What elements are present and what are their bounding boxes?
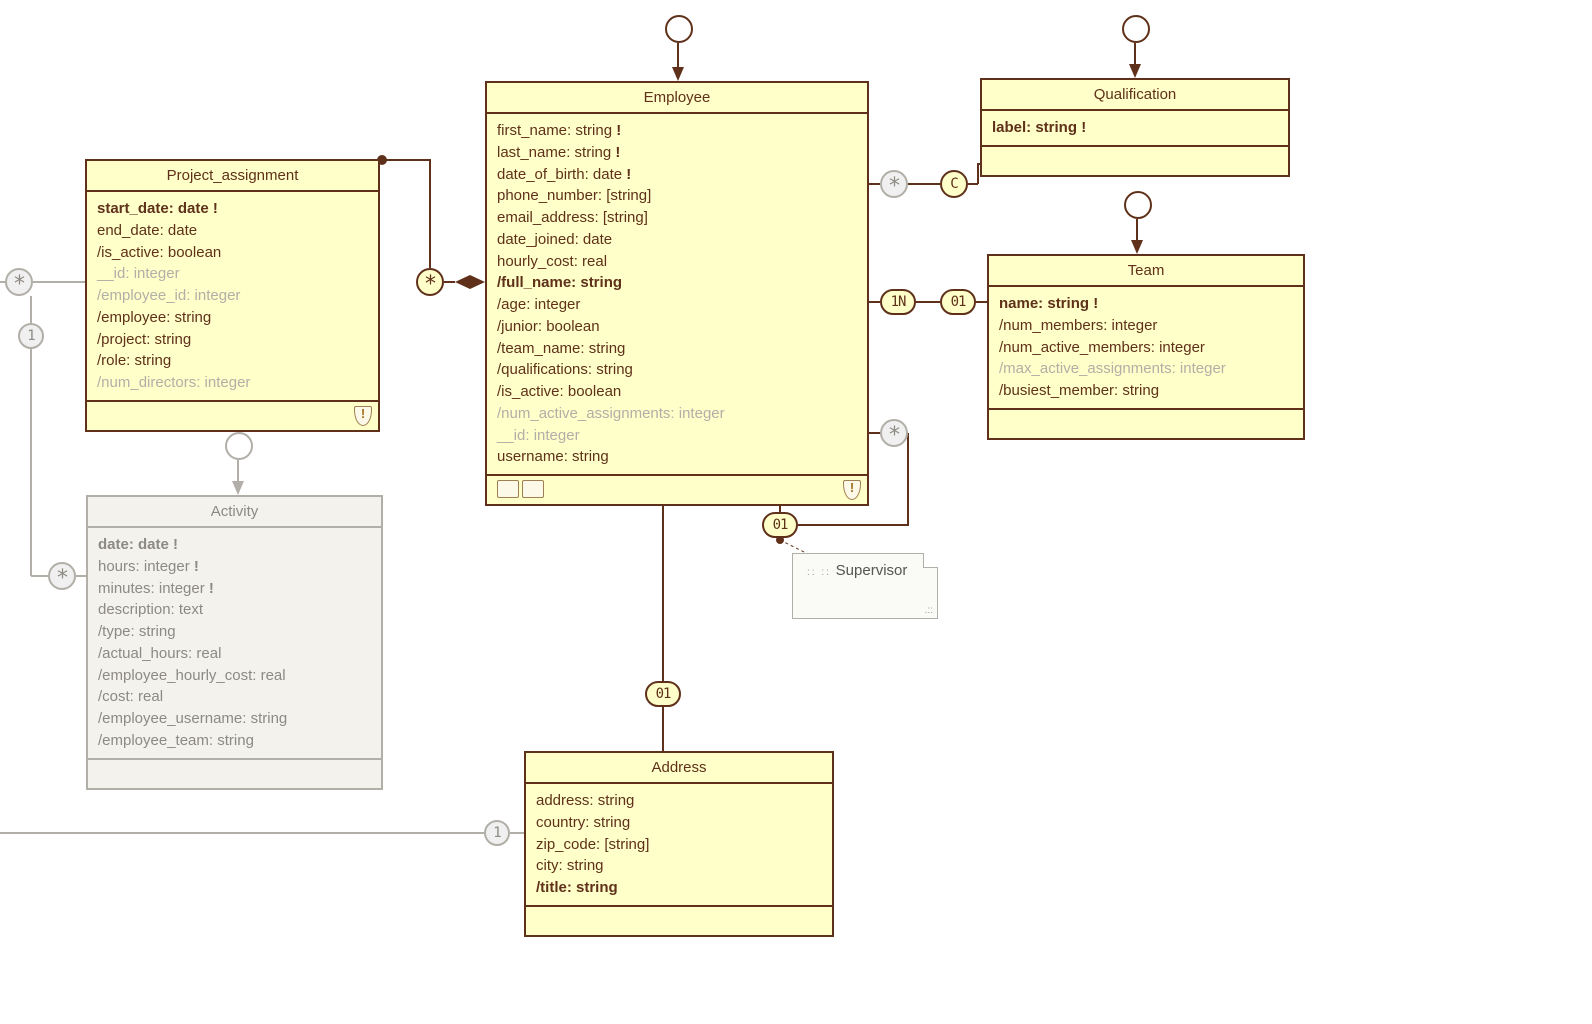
class-title: Qualification bbox=[982, 80, 1288, 111]
class-title: Employee bbox=[487, 83, 867, 114]
class-operations bbox=[982, 147, 1288, 175]
list-icon[interactable] bbox=[522, 480, 544, 498]
attribute: date: date ! bbox=[98, 534, 371, 556]
attribute: /max_active_assignments: integer bbox=[999, 358, 1293, 380]
class-team[interactable]: Teamname: string !/num_members: integer/… bbox=[987, 254, 1305, 440]
attribute: end_date: date bbox=[97, 220, 368, 242]
attribute: address: string bbox=[536, 790, 822, 812]
attribute: /project: string bbox=[97, 329, 368, 351]
attribute: /is_active: boolean bbox=[497, 381, 857, 403]
mult-emp-self-01: 01 bbox=[762, 512, 798, 538]
class-attributes: start_date: date !end_date: date/is_acti… bbox=[87, 192, 378, 402]
attribute: country: string bbox=[536, 812, 822, 834]
class-title: Team bbox=[989, 256, 1303, 287]
attribute: /employee_team: string bbox=[98, 730, 371, 752]
mult-emp-team-1n: 1N bbox=[880, 289, 916, 315]
class-operations bbox=[487, 476, 867, 504]
attribute: city: string bbox=[536, 855, 822, 877]
attribute: /junior: boolean bbox=[497, 316, 857, 338]
attribute: /title: string bbox=[536, 877, 822, 899]
mult-emp-team-01: 01 bbox=[940, 289, 976, 315]
attribute: /num_active_members: integer bbox=[999, 337, 1293, 359]
attribute: /num_directors: integer bbox=[97, 372, 368, 394]
class-attributes: label: string ! bbox=[982, 111, 1288, 147]
mult-emp-qual-star: * bbox=[880, 170, 908, 198]
note-supervisor[interactable]: :: :: Supervisor .:: bbox=[792, 553, 938, 619]
attribute: label: string ! bbox=[992, 117, 1278, 139]
class-operations bbox=[526, 907, 832, 935]
class-activity[interactable]: Activitydate: date !hours: integer !minu… bbox=[86, 495, 383, 790]
class-attributes: first_name: string !last_name: string !d… bbox=[487, 114, 867, 476]
home-icon[interactable] bbox=[497, 480, 519, 498]
attribute: /employee: string bbox=[97, 307, 368, 329]
attribute: last_name: string ! bbox=[497, 142, 857, 164]
class-attributes: date: date !hours: integer !minutes: int… bbox=[88, 528, 381, 760]
attribute: minutes: integer ! bbox=[98, 578, 371, 600]
attribute: /actual_hours: real bbox=[98, 643, 371, 665]
mult-pa-left-star: * bbox=[5, 268, 33, 296]
mult-pa-left-1: 1 bbox=[18, 323, 44, 349]
warning-shield-icon bbox=[843, 480, 861, 500]
activity-top-circle bbox=[225, 432, 253, 460]
attribute: /busiest_member: string bbox=[999, 380, 1293, 402]
qualification-top-circle bbox=[1122, 15, 1150, 43]
attribute: /cost: real bbox=[98, 686, 371, 708]
attribute: /role: string bbox=[97, 350, 368, 372]
attribute: /age: integer bbox=[497, 294, 857, 316]
attribute: email_address: [string] bbox=[497, 207, 857, 229]
attribute: hourly_cost: real bbox=[497, 251, 857, 273]
mult-emp-qual-c: C bbox=[940, 170, 968, 198]
class-project-assignment[interactable]: Project_assignmentstart_date: date !end_… bbox=[85, 159, 380, 432]
attribute: /employee_username: string bbox=[98, 708, 371, 730]
attribute: first_name: string ! bbox=[497, 120, 857, 142]
class-operations bbox=[88, 760, 381, 788]
attribute: hours: integer ! bbox=[98, 556, 371, 578]
mult-act-left-star: * bbox=[48, 562, 76, 590]
mult-pa-star: * bbox=[416, 268, 444, 296]
attribute: description: text bbox=[98, 599, 371, 621]
attribute: date_joined: date bbox=[497, 229, 857, 251]
attribute: __id: integer bbox=[497, 425, 857, 447]
attribute: zip_code: [string] bbox=[536, 834, 822, 856]
employee-top-circle bbox=[665, 15, 693, 43]
attribute: /team_name: string bbox=[497, 338, 857, 360]
class-operations bbox=[989, 410, 1303, 438]
attribute: /num_members: integer bbox=[999, 315, 1293, 337]
attribute: username: string bbox=[497, 446, 857, 468]
class-operations bbox=[87, 402, 378, 430]
attribute: /num_active_assignments: integer bbox=[497, 403, 857, 425]
class-address[interactable]: Addressaddress: stringcountry: stringzip… bbox=[524, 751, 834, 937]
attribute: __id: integer bbox=[97, 263, 368, 285]
mult-addr-01: 01 bbox=[645, 681, 681, 707]
attribute: /is_active: boolean bbox=[97, 242, 368, 264]
mult-addr-left-1: 1 bbox=[484, 820, 510, 846]
class-employee[interactable]: Employeefirst_name: string !last_name: s… bbox=[485, 81, 869, 506]
attribute: name: string ! bbox=[999, 293, 1293, 315]
class-qualification[interactable]: Qualification label: string ! bbox=[980, 78, 1290, 177]
attribute: start_date: date ! bbox=[97, 198, 368, 220]
attribute: /type: string bbox=[98, 621, 371, 643]
attribute: /employee_hourly_cost: real bbox=[98, 665, 371, 687]
class-attributes: name: string !/num_members: integer/num_… bbox=[989, 287, 1303, 410]
mult-emp-self-star: * bbox=[880, 419, 908, 447]
note-supervisor-text: Supervisor bbox=[836, 562, 908, 579]
warning-shield-icon bbox=[354, 406, 372, 426]
class-title: Project_assignment bbox=[87, 161, 378, 192]
class-title: Address bbox=[526, 753, 832, 784]
class-attributes: address: stringcountry: stringzip_code: … bbox=[526, 784, 832, 907]
attribute: /employee_id: integer bbox=[97, 285, 368, 307]
attribute: phone_number: [string] bbox=[497, 185, 857, 207]
attribute: /qualifications: string bbox=[497, 359, 857, 381]
attribute: /full_name: string bbox=[497, 272, 857, 294]
class-title: Activity bbox=[88, 497, 381, 528]
attribute: date_of_birth: date ! bbox=[497, 164, 857, 186]
team-top-circle bbox=[1124, 191, 1152, 219]
